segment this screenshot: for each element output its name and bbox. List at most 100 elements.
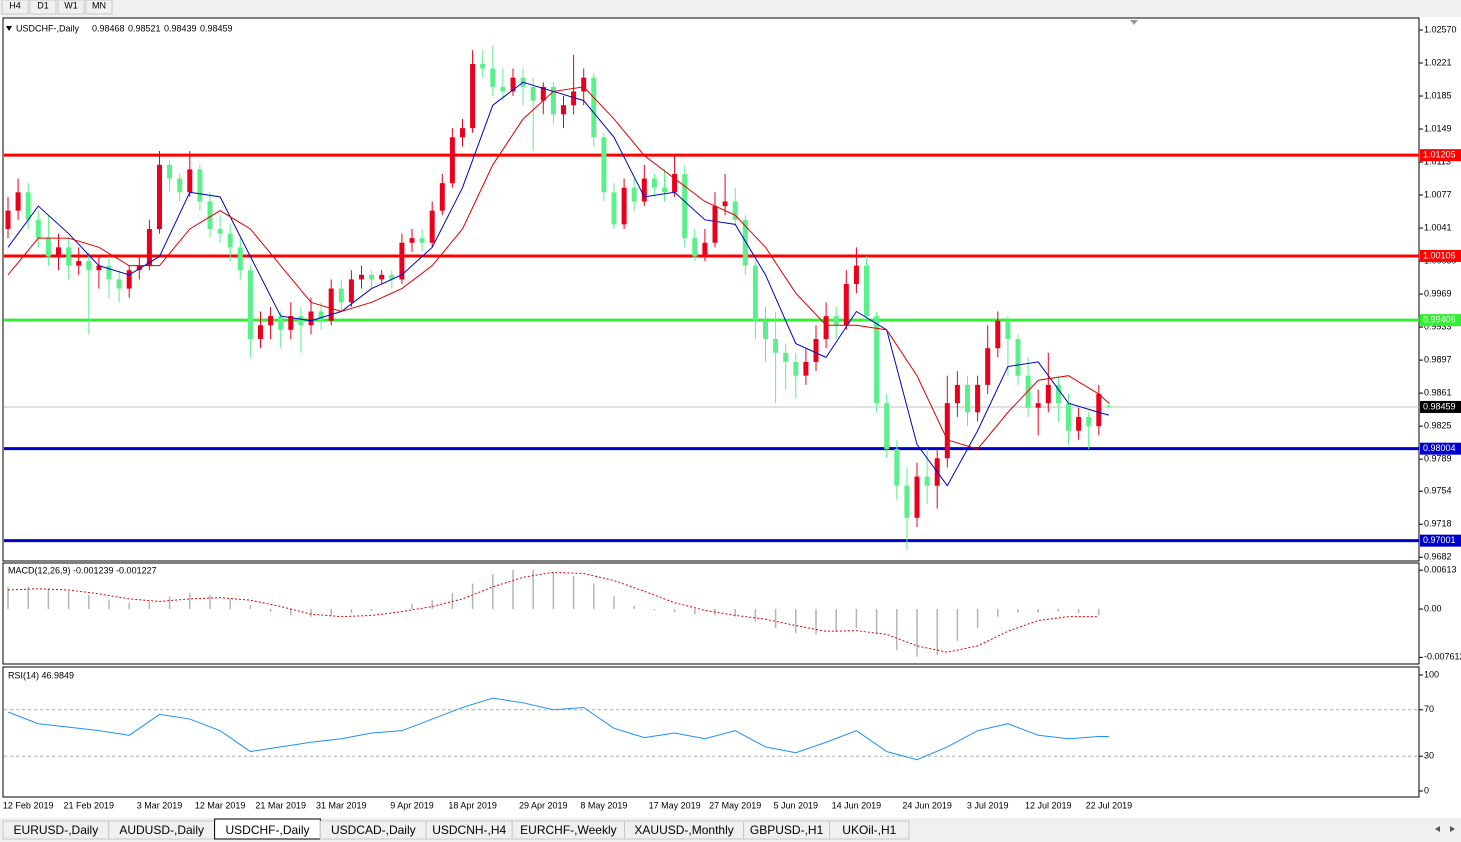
timeframe-label: D1 <box>37 0 49 10</box>
rsi-panel <box>2 666 1420 798</box>
candle-body <box>379 274 385 280</box>
timeframe-button[interactable] <box>85 0 113 15</box>
x-tick-label: 5 Jun 2019 <box>774 800 819 810</box>
candle-body <box>631 187 637 202</box>
candle-body <box>25 192 31 220</box>
candle-body <box>126 270 132 289</box>
rsi-title: RSI(14) 46.9849 <box>8 670 74 680</box>
candle-body <box>116 279 122 289</box>
shift-marker <box>1130 20 1138 25</box>
candle-body <box>662 187 667 193</box>
y-tick-label: 70 <box>1424 704 1434 714</box>
ohlc-value: 0.98439 <box>164 23 197 33</box>
x-tick-label: 29 Apr 2019 <box>519 800 568 810</box>
timeframe-button[interactable] <box>1 0 29 15</box>
candle-body <box>672 173 678 193</box>
symbol-tab-label: EURUSD-,Daily <box>14 823 99 837</box>
chart-title: USDCHF-,Daily <box>16 23 80 33</box>
x-tick-label: 27 May 2019 <box>709 800 761 810</box>
timeframe-button[interactable] <box>29 0 57 15</box>
candle-body <box>167 164 173 179</box>
x-tick-label: 3 Mar 2019 <box>137 800 183 810</box>
y-tick-label: 0.9718 <box>1424 519 1452 529</box>
candle-body <box>823 316 829 340</box>
candle-body <box>530 86 536 101</box>
candle-body <box>1076 416 1082 431</box>
candle-body <box>853 265 859 284</box>
candle-body <box>621 187 627 225</box>
macd-title: MACD(12,26,9) -0.001239 -0.001227 <box>8 565 157 575</box>
candle-body <box>177 178 183 193</box>
candle-body <box>894 449 900 486</box>
candle-body <box>682 173 688 239</box>
candle-body <box>1015 339 1021 376</box>
x-tick-label: 14 Jun 2019 <box>832 800 882 810</box>
candle-body <box>288 316 294 330</box>
candle-body <box>995 320 1001 349</box>
candle-body <box>258 325 263 340</box>
x-tick-label: 21 Mar 2019 <box>255 800 306 810</box>
menu-arrow[interactable] <box>6 26 12 31</box>
candle-body <box>510 77 516 92</box>
candle-body <box>45 238 51 257</box>
candle-body <box>480 63 486 69</box>
candle-body <box>833 316 839 326</box>
candle-body <box>965 384 970 413</box>
symbol-tab-label: EURCHF-,Weekly <box>520 823 616 837</box>
indicator-line <box>7 697 1109 761</box>
level-tag <box>1420 442 1461 455</box>
y-tick-label: 30 <box>1424 751 1434 761</box>
candle-body <box>1045 384 1051 404</box>
candle-body <box>86 261 92 271</box>
macd-panel <box>2 562 1420 665</box>
y-tick-label: 0.00613 <box>1424 565 1457 575</box>
candle-body <box>399 242 405 280</box>
candle-body <box>591 77 597 138</box>
indicator-line <box>7 81 1110 487</box>
timeframe-button[interactable] <box>57 0 85 15</box>
candle-body <box>641 178 647 202</box>
candle-body <box>460 128 465 138</box>
candle-body <box>5 210 11 229</box>
scroll-right[interactable] <box>1450 826 1455 832</box>
toolbar <box>0 0 1461 17</box>
y-tick-label: -0.007612 <box>1424 652 1461 662</box>
y-tick-label: 0.9682 <box>1424 552 1452 562</box>
y-tick-label: 0.9754 <box>1424 486 1452 496</box>
price-tag-label: 0.98459 <box>1423 401 1456 411</box>
candle-body <box>136 265 142 271</box>
y-tick-label: 1.02570 <box>1424 24 1457 34</box>
y-tick-label: 0.00 <box>1424 603 1442 613</box>
candle-body <box>76 261 82 266</box>
candle-body <box>914 476 920 518</box>
candle-body <box>470 63 476 129</box>
x-tick-label: 18 Apr 2019 <box>448 800 497 810</box>
candle-body <box>369 274 375 280</box>
candle-body <box>1106 406 1112 408</box>
candle-body <box>783 352 789 362</box>
y-tick-label: 0.9897 <box>1424 354 1452 364</box>
symbol-tab[interactable] <box>829 820 910 840</box>
candle-body <box>56 247 61 257</box>
y-tick-label: 0.9789 <box>1424 454 1452 464</box>
candle-body <box>15 192 21 211</box>
level-tag <box>1420 534 1461 547</box>
x-tick-label: 17 May 2019 <box>649 800 701 810</box>
y-tick-label: 0 <box>1424 785 1429 795</box>
candle-body <box>106 265 112 280</box>
scroll-left[interactable] <box>1435 826 1440 832</box>
x-tick-label: 31 Mar 2019 <box>316 800 367 810</box>
candle-body <box>328 288 334 321</box>
candle-body <box>66 247 72 266</box>
candle-body <box>793 361 799 376</box>
x-tick-label: 12 Jul 2019 <box>1025 800 1072 810</box>
candle-body <box>702 242 708 257</box>
price-tag <box>1420 400 1461 413</box>
x-tick-label: 9 Apr 2019 <box>390 800 434 810</box>
candle-body <box>742 219 748 266</box>
symbol-tab-label: USDCAD-,Daily <box>331 823 416 837</box>
level-tag-label: 1.01205 <box>1423 150 1456 160</box>
candle-body <box>308 311 314 326</box>
candle-body <box>732 201 738 220</box>
